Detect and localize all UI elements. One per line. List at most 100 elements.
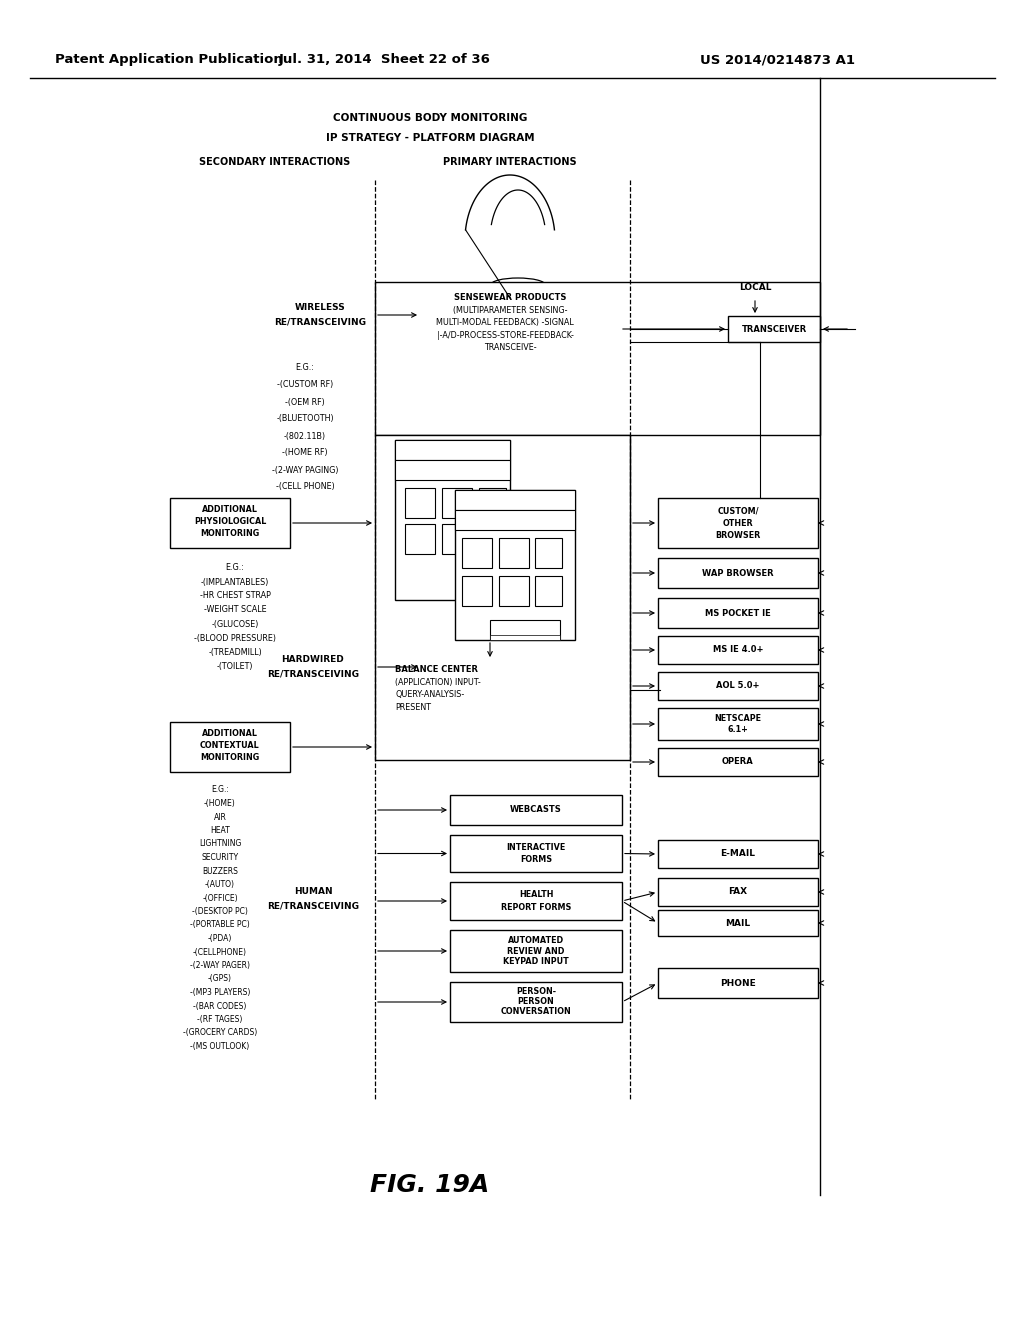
Text: IP STRATEGY - PLATFORM DIAGRAM: IP STRATEGY - PLATFORM DIAGRAM xyxy=(326,133,535,143)
Text: MS POCKET IE: MS POCKET IE xyxy=(706,609,771,618)
Bar xyxy=(450,982,622,1022)
Text: -(MP3 PLAYERS): -(MP3 PLAYERS) xyxy=(189,987,250,997)
Text: KEYPAD INPUT: KEYPAD INPUT xyxy=(503,957,569,966)
Ellipse shape xyxy=(490,279,546,292)
Text: QUERY-ANALYSIS-: QUERY-ANALYSIS- xyxy=(395,690,464,700)
Bar xyxy=(499,539,529,568)
Text: E.G.:: E.G.: xyxy=(211,785,229,795)
Bar xyxy=(395,440,510,459)
Bar xyxy=(479,488,506,517)
Bar xyxy=(658,748,818,776)
Text: LOCAL: LOCAL xyxy=(738,284,771,293)
Text: -(DESKTOP PC): -(DESKTOP PC) xyxy=(193,907,248,916)
Text: |-A/D-PROCESS-STORE-FEEDBACK-: |-A/D-PROCESS-STORE-FEEDBACK- xyxy=(436,330,573,339)
Text: -(PDA): -(PDA) xyxy=(208,935,232,942)
Bar xyxy=(450,836,622,873)
Text: CUSTOM/: CUSTOM/ xyxy=(717,506,759,515)
Bar xyxy=(658,636,818,664)
Text: PERSON-: PERSON- xyxy=(516,987,556,997)
Text: AOL 5.0+: AOL 5.0+ xyxy=(716,681,760,690)
Text: REPORT FORMS: REPORT FORMS xyxy=(501,903,571,912)
Text: -(PORTABLE PC): -(PORTABLE PC) xyxy=(190,920,250,929)
Bar xyxy=(442,524,472,554)
Text: -(AUTO): -(AUTO) xyxy=(205,880,234,888)
Text: -(CELLPHONE): -(CELLPHONE) xyxy=(193,948,247,957)
Bar xyxy=(499,576,529,606)
Text: OPERA: OPERA xyxy=(722,758,754,767)
Text: E-MAIL: E-MAIL xyxy=(721,850,756,858)
Text: -WEIGHT SCALE: -WEIGHT SCALE xyxy=(204,606,266,615)
Text: WAP BROWSER: WAP BROWSER xyxy=(702,569,774,578)
Text: REVIEW AND: REVIEW AND xyxy=(507,946,564,956)
Text: RE/TRANSCEIVING: RE/TRANSCEIVING xyxy=(267,902,359,911)
Text: Patent Application Publication: Patent Application Publication xyxy=(55,54,283,66)
Text: PHONE: PHONE xyxy=(720,978,756,987)
Bar xyxy=(450,882,622,920)
Text: PHYSIOLOGICAL: PHYSIOLOGICAL xyxy=(194,516,266,525)
Bar xyxy=(406,488,435,517)
Text: -(GROCERY CARDS): -(GROCERY CARDS) xyxy=(183,1028,257,1038)
Text: PERSON: PERSON xyxy=(517,998,554,1006)
Text: SECONDARY INTERACTIONS: SECONDARY INTERACTIONS xyxy=(200,157,350,168)
Text: PRIMARY INTERACTIONS: PRIMARY INTERACTIONS xyxy=(443,157,577,168)
Text: RE/TRANSCEIVING: RE/TRANSCEIVING xyxy=(267,669,359,678)
Text: -(IMPLANTABLES): -(IMPLANTABLES) xyxy=(201,578,269,586)
Bar xyxy=(170,722,290,772)
Ellipse shape xyxy=(465,289,555,308)
Text: INTERACTIVE: INTERACTIVE xyxy=(507,843,565,851)
Text: -(2-WAY PAGER): -(2-WAY PAGER) xyxy=(190,961,250,970)
Text: CONTINUOUS BODY MONITORING: CONTINUOUS BODY MONITORING xyxy=(333,114,527,123)
Text: -(BLUETOOTH): -(BLUETOOTH) xyxy=(276,414,334,424)
Text: (MULTIPARAMETER SENSING-: (MULTIPARAMETER SENSING- xyxy=(453,306,567,315)
Text: -(BAR CODES): -(BAR CODES) xyxy=(194,1002,247,1011)
Text: E.G.:: E.G.: xyxy=(296,363,314,372)
Text: CONVERSATION: CONVERSATION xyxy=(501,1007,571,1016)
Text: TRANSCEIVER: TRANSCEIVER xyxy=(741,325,807,334)
Text: BROWSER: BROWSER xyxy=(716,531,761,540)
Text: WIRELESS: WIRELESS xyxy=(295,304,345,313)
Text: PRESENT: PRESENT xyxy=(395,702,431,711)
Text: US 2014/0214873 A1: US 2014/0214873 A1 xyxy=(700,54,855,66)
Text: MONITORING: MONITORING xyxy=(201,752,260,762)
Text: AUTOMATED: AUTOMATED xyxy=(508,936,564,945)
Bar xyxy=(450,931,622,972)
Bar xyxy=(170,498,290,548)
Text: -HR CHEST STRAP: -HR CHEST STRAP xyxy=(200,591,270,601)
Text: Jul. 31, 2014  Sheet 22 of 36: Jul. 31, 2014 Sheet 22 of 36 xyxy=(280,54,490,66)
Bar xyxy=(535,539,562,568)
Text: E.G.:: E.G.: xyxy=(225,564,245,573)
Bar xyxy=(490,635,560,640)
Text: TRANSCEIVE-: TRANSCEIVE- xyxy=(483,343,537,352)
Text: -(MS OUTLOOK): -(MS OUTLOOK) xyxy=(190,1041,250,1051)
Bar xyxy=(658,498,818,548)
Text: -(HOME): -(HOME) xyxy=(204,799,236,808)
Bar xyxy=(658,840,818,869)
Text: RE/TRANSCEIVING: RE/TRANSCEIVING xyxy=(274,318,366,326)
Text: -(OEM RF): -(OEM RF) xyxy=(285,397,325,407)
Text: -(RF TAGES): -(RF TAGES) xyxy=(198,1015,243,1024)
Bar xyxy=(455,490,575,640)
Bar xyxy=(728,315,820,342)
Text: AIR: AIR xyxy=(214,813,226,821)
Text: -(CUSTOM RF): -(CUSTOM RF) xyxy=(276,380,333,389)
Text: SECURITY: SECURITY xyxy=(202,853,239,862)
Bar xyxy=(658,672,818,700)
Text: -(HOME RF): -(HOME RF) xyxy=(283,449,328,458)
Text: 6.1+: 6.1+ xyxy=(728,725,749,734)
Bar xyxy=(462,576,492,606)
Bar xyxy=(455,490,575,510)
Bar xyxy=(535,576,562,606)
Text: (APPLICATION) INPUT-: (APPLICATION) INPUT- xyxy=(395,678,480,688)
Text: HEAT: HEAT xyxy=(210,826,229,836)
Text: HEALTH: HEALTH xyxy=(519,890,553,899)
Bar xyxy=(375,436,630,760)
Bar xyxy=(490,620,560,640)
Text: -(TREADMILL): -(TREADMILL) xyxy=(208,648,262,656)
Text: MONITORING: MONITORING xyxy=(201,528,260,537)
Text: -(GPS): -(GPS) xyxy=(208,974,232,983)
Bar xyxy=(658,878,818,906)
Bar xyxy=(658,708,818,741)
Text: HUMAN: HUMAN xyxy=(294,887,333,896)
Text: -(OFFICE): -(OFFICE) xyxy=(202,894,238,903)
Bar xyxy=(479,524,506,554)
